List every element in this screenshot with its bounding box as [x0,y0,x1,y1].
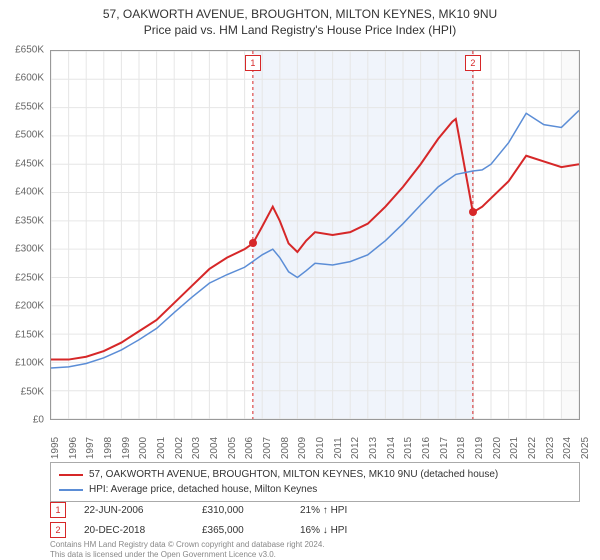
x-tick-label: 2023 [545,437,556,459]
event-dot-1 [249,239,257,247]
sale-delta-2: 16% ↓ HPI [300,525,347,536]
x-tick-label: 2001 [156,437,167,459]
plot-area: 12 [50,50,580,420]
y-tick-label: £100K [15,358,44,369]
x-tick-label: 2020 [492,437,503,459]
y-tick-label: £50K [21,386,44,397]
x-tick-label: 2017 [439,437,450,459]
sale-price-1: £310,000 [202,505,282,516]
sale-date-1: 22-JUN-2006 [84,505,184,516]
x-tick-label: 2016 [421,437,432,459]
chart-svg [51,51,579,419]
x-tick-label: 1997 [85,437,96,459]
x-tick-label: 2010 [315,437,326,459]
sale-delta-1: 21% ↑ HPI [300,505,347,516]
legend-label-2: HPI: Average price, detached house, Milt… [89,482,317,497]
x-tick-label: 2021 [509,437,520,459]
y-tick-label: £500K [15,130,44,141]
event-marker-1: 1 [245,55,261,71]
sale-marker-2: 2 [50,522,66,538]
legend-row-1: 57, OAKWORTH AVENUE, BROUGHTON, MILTON K… [59,467,571,482]
x-tick-label: 2007 [262,437,273,459]
x-tick-label: 1999 [121,437,132,459]
sale-row-2: 2 20-DEC-2018 £365,000 16% ↓ HPI [50,522,580,538]
x-tick-label: 2008 [280,437,291,459]
sales-table: 1 22-JUN-2006 £310,000 21% ↑ HPI 2 20-DE… [50,502,580,542]
legend: 57, OAKWORTH AVENUE, BROUGHTON, MILTON K… [50,462,580,502]
x-tick-label: 1996 [68,437,79,459]
title-line-2: Price paid vs. HM Land Registry's House … [0,22,600,38]
y-tick-label: £350K [15,215,44,226]
x-tick-label: 2019 [474,437,485,459]
y-tick-label: £450K [15,158,44,169]
x-tick-label: 2002 [174,437,185,459]
x-tick-label: 2018 [456,437,467,459]
x-axis: 1995 1996 1997 1998 1999 2000 2001 2002 2003 2004… [50,420,580,460]
y-tick-label: £150K [15,329,44,340]
event-dot-2 [469,208,477,216]
x-tick-label: 2009 [297,437,308,459]
chart-container: 57, OAKWORTH AVENUE, BROUGHTON, MILTON K… [0,0,600,560]
x-tick-label: 2015 [403,437,414,459]
footer-line-2: This data is licensed under the Open Gov… [50,550,580,560]
y-tick-label: £250K [15,272,44,283]
x-tick-label: 1995 [50,437,61,459]
x-tick-label: 2022 [527,437,538,459]
x-tick-label: 2014 [386,437,397,459]
y-tick-label: £600K [15,73,44,84]
legend-swatch-2 [59,489,83,491]
sale-date-2: 20-DEC-2018 [84,525,184,536]
x-tick-label: 2013 [368,437,379,459]
y-tick-label: £0 [33,415,44,426]
sale-row-1: 1 22-JUN-2006 £310,000 21% ↑ HPI [50,502,580,518]
x-tick-label: 2003 [191,437,202,459]
legend-label-1: 57, OAKWORTH AVENUE, BROUGHTON, MILTON K… [89,467,498,482]
x-tick-label: 2005 [227,437,238,459]
y-tick-label: £650K [15,45,44,56]
title-block: 57, OAKWORTH AVENUE, BROUGHTON, MILTON K… [0,0,600,38]
x-tick-label: 2004 [209,437,220,459]
x-tick-label: 2000 [138,437,149,459]
x-tick-label: 2006 [244,437,255,459]
sale-price-2: £365,000 [202,525,282,536]
x-tick-label: 2025 [580,437,591,459]
footer-note: Contains HM Land Registry data © Crown c… [50,540,580,559]
y-tick-label: £400K [15,187,44,198]
title-line-1: 57, OAKWORTH AVENUE, BROUGHTON, MILTON K… [0,6,600,22]
y-tick-label: £550K [15,101,44,112]
event-marker-2: 2 [465,55,481,71]
x-tick-label: 1998 [103,437,114,459]
x-tick-label: 2024 [562,437,573,459]
y-tick-label: £200K [15,301,44,312]
x-tick-label: 2012 [350,437,361,459]
legend-swatch-1 [59,474,83,476]
y-axis: £0£50K£100K£150K£200K£250K£300K£350K£400… [0,50,48,420]
footer-line-1: Contains HM Land Registry data © Crown c… [50,540,580,550]
sale-marker-1: 1 [50,502,66,518]
y-tick-label: £300K [15,244,44,255]
legend-row-2: HPI: Average price, detached house, Milt… [59,482,571,497]
x-tick-label: 2011 [333,437,344,459]
